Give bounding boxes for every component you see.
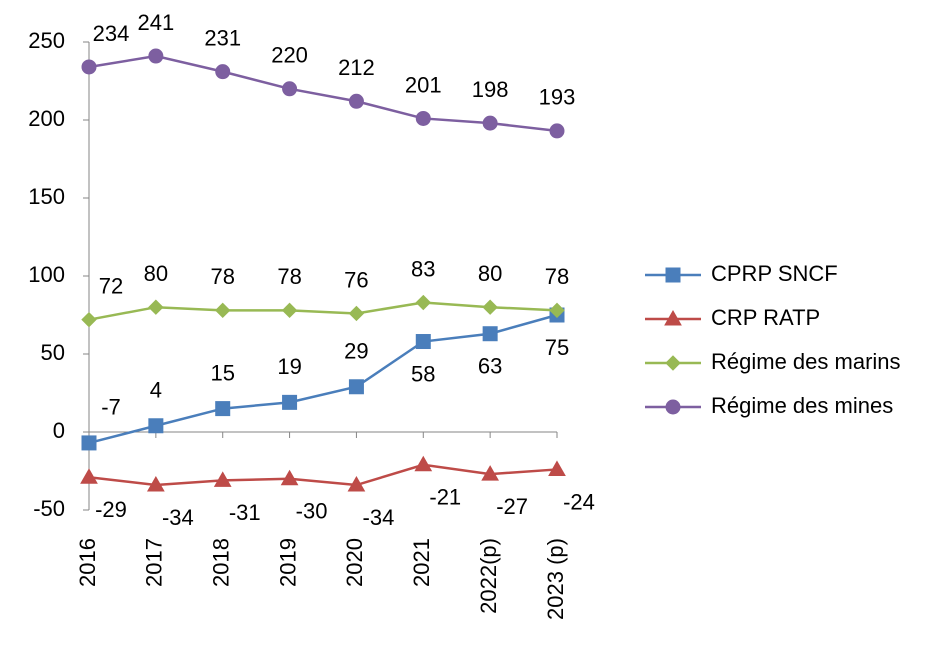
data-label: -29 xyxy=(95,497,127,522)
legend-label: Régime des mines xyxy=(711,393,893,418)
data-label: 78 xyxy=(545,264,569,289)
data-label: -27 xyxy=(496,494,528,519)
x-tick-label: 2023 (p) xyxy=(543,538,568,620)
marker xyxy=(347,476,366,492)
y-tick-label: -50 xyxy=(33,496,65,521)
data-label: 212 xyxy=(338,55,375,80)
marker xyxy=(282,81,298,97)
data-label: -30 xyxy=(296,499,328,524)
marker xyxy=(215,302,231,319)
x-tick-label: 2020 xyxy=(342,538,367,587)
marker xyxy=(148,48,164,64)
marker xyxy=(148,299,164,315)
marker xyxy=(348,379,364,395)
marker xyxy=(148,418,164,434)
data-label: 193 xyxy=(539,85,576,110)
marker xyxy=(280,469,299,486)
data-label: -7 xyxy=(101,395,121,420)
legend-label: CPRP SNCF xyxy=(711,261,838,286)
data-label: 78 xyxy=(277,264,301,289)
series-line xyxy=(88,463,558,487)
data-label: -21 xyxy=(429,485,461,510)
data-label: 19 xyxy=(277,354,301,379)
data-label: 15 xyxy=(210,360,234,385)
data-label: 198 xyxy=(472,77,509,102)
marker xyxy=(414,455,433,472)
marker xyxy=(80,468,98,484)
data-label: 80 xyxy=(144,261,168,286)
data-label: 76 xyxy=(344,267,368,292)
marker xyxy=(665,399,681,415)
marker xyxy=(81,435,97,451)
series: -7 4 15 19 29 58 63 75 xyxy=(81,307,569,451)
data-label: 63 xyxy=(478,354,502,379)
marker xyxy=(549,123,565,139)
marker xyxy=(215,401,231,417)
data-label: -34 xyxy=(363,505,395,530)
marker xyxy=(548,460,566,476)
data-label: 220 xyxy=(271,43,308,68)
marker xyxy=(549,302,565,319)
data-label: 80 xyxy=(478,261,502,286)
y-tick-label: 200 xyxy=(28,106,65,131)
data-label: 75 xyxy=(545,335,569,360)
series: 234 241 231 220 212 201 198 193 xyxy=(81,10,576,139)
series-line xyxy=(88,301,558,321)
data-label: 241 xyxy=(137,10,174,35)
x-tick-label: 2017 xyxy=(142,538,167,587)
y-tick-label: 250 xyxy=(28,28,65,53)
marker xyxy=(282,394,298,410)
legend-label: CRP RATP xyxy=(711,305,820,330)
series: -29 -34 -31 -30 -34 -21 -27 -24 xyxy=(80,455,595,530)
y-tick-label: 0 xyxy=(53,418,65,443)
x-tick-label: 2022(p) xyxy=(476,538,501,614)
data-label: 72 xyxy=(99,273,123,298)
data-label: 29 xyxy=(344,339,368,364)
y-tick-label: 50 xyxy=(41,340,65,365)
marker xyxy=(215,64,231,80)
marker xyxy=(81,59,97,75)
data-label: 4 xyxy=(150,378,162,403)
data-label: 78 xyxy=(210,264,234,289)
x-tick-label: 2021 xyxy=(409,538,434,587)
data-label: -31 xyxy=(229,500,261,525)
data-label: 83 xyxy=(411,256,435,281)
marker xyxy=(415,110,431,126)
marker xyxy=(665,355,681,371)
x-tick-label: 2016 xyxy=(75,538,100,587)
legend-label: Régime des marins xyxy=(711,349,901,374)
marker xyxy=(415,334,431,350)
marker xyxy=(348,93,364,109)
series: 72 80 78 78 76 83 80 78 xyxy=(81,256,569,328)
data-label: 231 xyxy=(204,25,241,50)
data-label: 58 xyxy=(411,361,435,386)
series-line xyxy=(88,313,558,445)
series-line xyxy=(88,54,558,133)
marker xyxy=(664,309,682,326)
y-tick-label: 100 xyxy=(28,262,65,287)
marker xyxy=(482,115,498,131)
marker xyxy=(481,465,500,481)
data-label: 234 xyxy=(93,21,130,46)
data-label: -34 xyxy=(162,505,194,530)
data-label: -24 xyxy=(563,489,595,514)
marker xyxy=(81,311,97,328)
marker xyxy=(482,299,498,315)
data-label: 201 xyxy=(405,72,442,97)
y-tick-label: 150 xyxy=(28,184,65,209)
marker xyxy=(213,471,232,487)
x-tick-label: 2018 xyxy=(209,538,234,587)
marker xyxy=(665,267,681,283)
marker xyxy=(146,476,165,492)
marker xyxy=(348,305,365,322)
marker xyxy=(415,294,431,311)
marker xyxy=(281,302,298,319)
x-tick-label: 2019 xyxy=(275,538,300,587)
marker xyxy=(482,326,498,342)
